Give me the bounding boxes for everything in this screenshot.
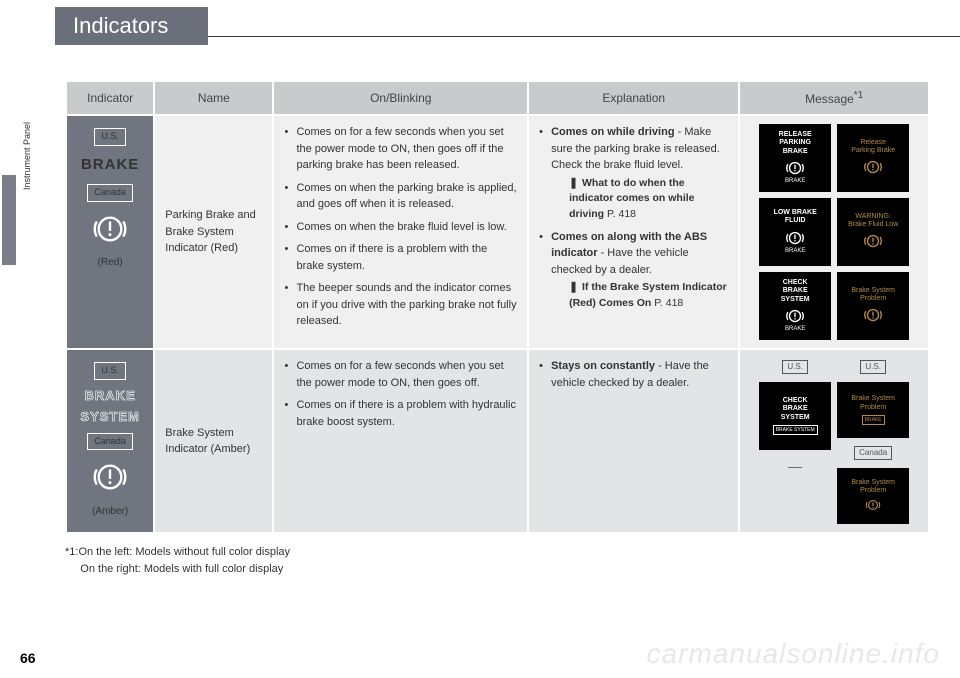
msg-col-right: U.S. Brake System Problem BRAKE Canada B… <box>837 358 909 524</box>
side-section-label: Instrument Panel <box>22 122 32 190</box>
brake-warning-icon <box>91 460 129 494</box>
page-title: Indicators <box>55 7 208 45</box>
explanation-cell: Stays on constantly - Have the vehicle c… <box>528 349 739 533</box>
indicators-table: Indicator Name On/Blinking Explanation M… <box>65 80 930 534</box>
brake-warning-icon <box>784 158 806 178</box>
brake-warning-icon <box>862 157 884 177</box>
table-header-row: Indicator Name On/Blinking Explanation M… <box>66 81 929 115</box>
region-badge-us: U.S. <box>94 362 126 380</box>
cross-ref: ❚ What to do when the indicator comes on… <box>551 176 728 223</box>
brake-warning-icon <box>862 231 884 251</box>
region-badge-canada: Canada <box>87 433 133 451</box>
name-cell: Brake System Indicator (Amber) <box>154 349 273 533</box>
side-tab <box>2 175 16 265</box>
msg-tile: RELEASE PARKING BRAKE BRAKE <box>759 124 831 192</box>
brake-text: BRAKE <box>77 386 143 406</box>
msg-tile: Brake System Problem <box>837 468 909 524</box>
table-row: U.S. BRAKE Canada (Red) Parking Brake an… <box>66 115 929 349</box>
cross-ref: ❚ If the Brake System Indicator (Red) Co… <box>551 280 728 312</box>
name-cell: Parking Brake and Brake System Indicator… <box>154 115 273 349</box>
msg-tile: CHECK BRAKE SYSTEM BRAKE <box>759 272 831 340</box>
exp-item: Comes on while driving - Make sure the p… <box>539 124 728 223</box>
watermark: carmanualsonline.info <box>647 638 940 670</box>
table-row: U.S. BRAKE SYSTEM Canada (Amber) Brake S… <box>66 349 929 533</box>
bullet: Comes on for a few seconds when you set … <box>284 124 517 174</box>
page-number: 66 <box>20 650 36 666</box>
col-name: Name <box>154 81 273 115</box>
bullet: Comes on when the brake fluid level is l… <box>284 219 517 236</box>
bullet: Comes on for a few seconds when you set … <box>284 358 517 391</box>
onblinking-cell: Comes on for a few seconds when you set … <box>273 115 528 349</box>
msg-tile: LOW BRAKE FLUID BRAKE <box>759 198 831 266</box>
exp-item: Stays on constantly - Have the vehicle c… <box>539 358 728 391</box>
msg-col-right: Release Parking Brake WARNING: Brake Flu… <box>837 124 909 340</box>
bullet: Comes on if there is a problem with the … <box>284 241 517 274</box>
message-cell: U.S. CHECK BRAKE SYSTEM BRAKE SYSTEM — U… <box>739 349 929 533</box>
explanation-cell: Comes on while driving - Make sure the p… <box>528 115 739 349</box>
dash: — <box>788 456 802 477</box>
msg-tile: CHECK BRAKE SYSTEM BRAKE SYSTEM <box>759 382 831 450</box>
brake-warning-icon <box>784 306 806 326</box>
page-header: Indicators <box>55 8 960 44</box>
msg-col-left: U.S. CHECK BRAKE SYSTEM BRAKE SYSTEM — <box>759 358 831 524</box>
brake-warning-icon <box>91 212 129 246</box>
color-label: (Red) <box>77 255 143 270</box>
col-indicator: Indicator <box>66 81 154 115</box>
region-badge-canada: Canada <box>87 184 133 202</box>
brake-warning-icon <box>862 305 884 325</box>
msg-col-left: RELEASE PARKING BRAKE BRAKE LOW BRAKE FL… <box>759 124 831 340</box>
region-badge-canada: Canada <box>854 446 892 460</box>
msg-tile: Brake System Problem BRAKE <box>837 382 909 438</box>
brake-text: BRAKE <box>77 154 143 177</box>
indicator-cell-brake-amber: U.S. BRAKE SYSTEM Canada (Amber) <box>66 349 154 533</box>
message-cell: RELEASE PARKING BRAKE BRAKE LOW BRAKE FL… <box>739 115 929 349</box>
col-explanation: Explanation <box>528 81 739 115</box>
header-rule <box>208 36 960 37</box>
region-badge-us: U.S. <box>782 360 808 374</box>
bullet: Comes on when the parking brake is appli… <box>284 180 517 213</box>
brake-warning-icon <box>784 228 806 248</box>
onblinking-cell: Comes on for a few seconds when you set … <box>273 349 528 533</box>
bullet: The beeper sounds and the indicator come… <box>284 280 517 330</box>
system-text: SYSTEM <box>77 407 143 427</box>
region-badge-us: U.S. <box>860 360 886 374</box>
msg-tile: Release Parking Brake <box>837 124 909 192</box>
content-area: Indicator Name On/Blinking Explanation M… <box>65 80 930 577</box>
msg-tile: WARNING: Brake Fluid Low <box>837 198 909 266</box>
footnote: *1:On the left: Models without full colo… <box>65 544 930 577</box>
color-label: (Amber) <box>77 504 143 519</box>
brake-warning-icon <box>864 497 882 513</box>
exp-item: Comes on along with the ABS indicator - … <box>539 229 728 312</box>
bullet: Comes on if there is a problem with hydr… <box>284 397 517 430</box>
indicator-cell-brake-red: U.S. BRAKE Canada (Red) <box>66 115 154 349</box>
region-badge-us: U.S. <box>94 128 126 146</box>
msg-tile: Brake System Problem <box>837 272 909 340</box>
col-onblinking: On/Blinking <box>273 81 528 115</box>
col-message: Message*1 <box>739 81 929 115</box>
